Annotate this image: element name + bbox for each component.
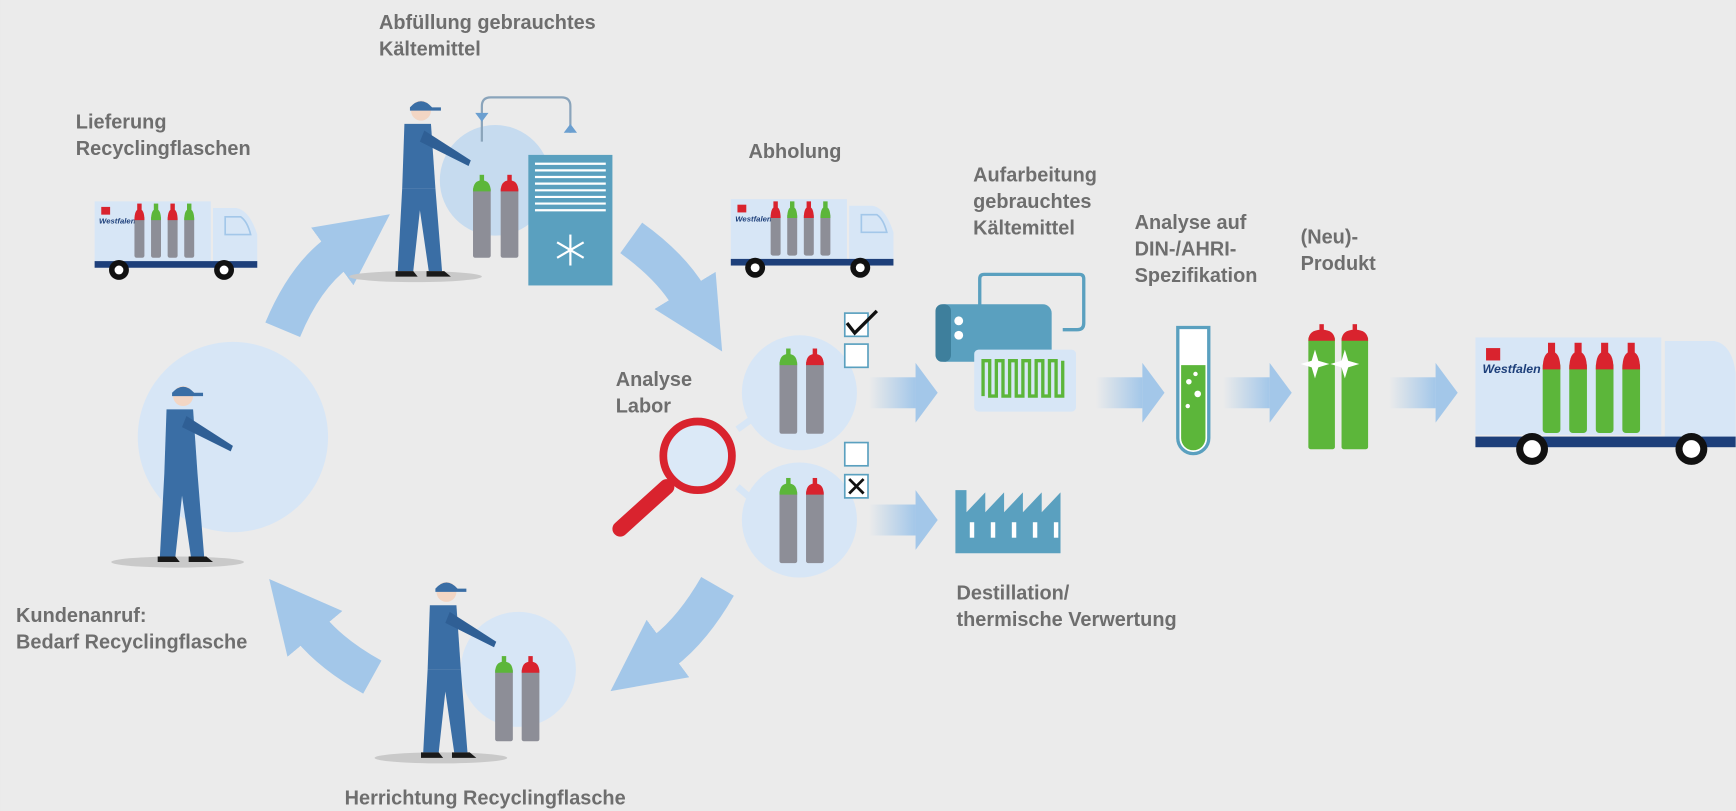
cylinder-valve: [786, 349, 790, 356]
cylinder-body: [473, 187, 491, 258]
cylinder-valve: [790, 201, 794, 208]
circle: [461, 612, 576, 727]
cylinder-valve: [1575, 343, 1582, 354]
cylinder-body: [787, 214, 797, 256]
hub: [1683, 440, 1701, 458]
label: Abholung: [749, 141, 842, 163]
arrow-shaft: [1096, 377, 1142, 408]
diagram: WestfalenWestfalenWestfalen Abfüllung ge…: [0, 0, 1736, 811]
cylinder-valve: [1319, 324, 1323, 331]
cylinder-valve: [773, 201, 777, 208]
cylinder-body: [779, 490, 797, 563]
cylinder-valve: [507, 175, 511, 182]
cylinder-valve: [502, 656, 506, 663]
arrow-shaft: [869, 377, 915, 408]
arrow-shaft: [1223, 377, 1269, 408]
cylinder-valve: [813, 349, 817, 356]
cylinder-body: [1543, 362, 1561, 433]
truck-brand: Westfalen: [99, 216, 136, 225]
cylinder-body: [804, 214, 814, 256]
cylinder-body: [820, 214, 830, 256]
cylinder-body: [184, 216, 194, 258]
truck-brand: Westfalen: [1483, 362, 1542, 376]
cylinder-valve: [823, 201, 827, 208]
cylinder-body: [134, 216, 144, 258]
cylinder-valve: [137, 204, 141, 211]
cylinder-body: [806, 490, 824, 563]
cylinder-body: [806, 361, 824, 434]
hub: [751, 263, 760, 272]
cylinder-body: [501, 187, 519, 258]
truck-logo: [1486, 348, 1500, 360]
hub: [1523, 440, 1541, 458]
cylinder-valve: [1548, 343, 1555, 354]
truck-logo: [101, 207, 110, 215]
cylinder-body: [1308, 336, 1335, 449]
truck: Westfalen: [1475, 337, 1735, 464]
hub: [220, 266, 229, 275]
cylinder-valve: [528, 656, 532, 663]
cylinder-valve: [1628, 343, 1635, 354]
cylinder-valve: [154, 204, 158, 211]
page: WestfalenWestfalenWestfalen Abfüllung ge…: [0, 0, 1736, 811]
cylinder-body: [1622, 362, 1640, 433]
cylinder-valve: [1601, 343, 1608, 354]
cylinder-body: [495, 668, 513, 741]
truck-cab: [1665, 341, 1736, 444]
torso: [164, 409, 197, 473]
circle: [742, 462, 857, 577]
cylinder-body: [151, 216, 161, 258]
torso: [428, 605, 461, 669]
circle: [742, 335, 857, 450]
hub: [856, 263, 865, 272]
shadow: [349, 271, 482, 282]
cylinder-body: [779, 361, 797, 434]
cylinder-valve: [807, 201, 811, 208]
label: Herrichtung Recyclingflasche: [345, 787, 626, 809]
arrow-shaft: [869, 505, 915, 536]
test-tube: [1178, 327, 1209, 453]
cylinder-valve: [1353, 324, 1357, 331]
truck-brand: Westfalen: [735, 214, 772, 223]
cylinder-valve: [170, 204, 174, 211]
cylinder-valve: [187, 204, 191, 211]
cylinder-body: [771, 214, 781, 256]
hub: [115, 266, 124, 275]
cylinder-body: [522, 668, 540, 741]
cylinder-body: [1569, 362, 1587, 433]
cylinder-valve: [813, 478, 817, 485]
cylinder-valve: [786, 478, 790, 485]
cylinder-body: [1596, 362, 1614, 433]
truck-logo: [737, 205, 746, 213]
cylinder-valve: [480, 175, 484, 182]
cylinder-body: [168, 216, 178, 258]
arrow-shaft: [1389, 377, 1435, 408]
torso: [402, 124, 435, 188]
